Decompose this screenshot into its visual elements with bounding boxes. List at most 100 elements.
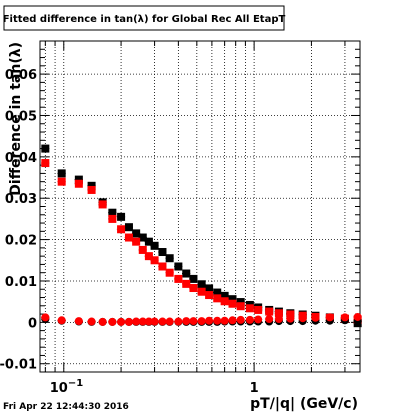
data-point-square: [228, 299, 237, 308]
data-point-circle: [213, 316, 222, 325]
y-axis-title: Difference in tan(λ): [8, 42, 24, 196]
data-point-square: [245, 304, 254, 313]
x-tick-label: 10−1: [50, 378, 83, 396]
chart-title: Fitted difference in tan(λ) for Global R…: [3, 14, 286, 25]
data-point-square: [189, 284, 198, 293]
y-tick-label: 0.02: [5, 234, 37, 249]
data-point-square: [117, 212, 126, 221]
data-point-square: [182, 279, 191, 288]
data-point-square: [138, 245, 147, 254]
data-point-square: [132, 229, 141, 238]
data-point-square: [165, 268, 174, 277]
data-point-square: [265, 307, 274, 316]
data-point-circle: [220, 316, 229, 325]
data-point-circle: [298, 314, 307, 323]
data-point-circle: [87, 317, 96, 326]
y-tick-label: 0.03: [5, 192, 37, 207]
data-point-square: [74, 175, 83, 184]
data-point-square: [108, 214, 117, 223]
data-point-circle: [41, 313, 50, 322]
data-point-circle: [144, 317, 153, 326]
y-tick-label: 0.04: [5, 151, 37, 166]
data-point-square: [158, 262, 167, 271]
data-point-square: [41, 159, 50, 168]
data-point-square: [150, 241, 159, 250]
data-point-circle: [228, 316, 237, 325]
data-point-square: [236, 298, 245, 307]
data-point-square: [124, 223, 133, 232]
data-point-square: [87, 185, 96, 194]
timestamp: Fri Apr 22 12:44:30 2016: [3, 402, 129, 412]
data-point-square: [220, 297, 229, 306]
data-point-circle: [138, 317, 147, 326]
data-point-circle: [265, 315, 274, 324]
data-point-square: [197, 280, 206, 289]
data-point-square: [274, 309, 283, 318]
data-point-square: [144, 237, 153, 246]
data-point-square: [197, 287, 206, 296]
data-point-circle: [165, 317, 174, 326]
x-tick-label-exponent: −1: [68, 378, 83, 389]
axes: -0.01 0 0.01 0.02 0.03 0.04 0.05 0.06 10−1 1: [0, 40, 360, 396]
data-point-circle: [158, 317, 167, 326]
title-box: [3, 5, 285, 31]
data-point-circle: [325, 313, 334, 322]
data-point-square: [189, 274, 198, 283]
data-point-square: [165, 254, 174, 263]
data-point-square: [144, 252, 153, 261]
data-point-circle: [274, 315, 283, 324]
data-point-square: [213, 294, 222, 303]
data-point-square: [41, 144, 50, 153]
data-point-circle: [205, 316, 214, 325]
data-point-circle: [254, 315, 263, 324]
data-point-square: [220, 291, 229, 300]
data-point-circle: [311, 313, 320, 322]
y-tick-label: -0.01: [0, 358, 37, 373]
data-point-circle: [353, 312, 362, 321]
data-point-square: [117, 225, 126, 234]
x-tick-label-base: 1: [250, 381, 259, 396]
data-point-square: [286, 310, 295, 319]
y-tick-label: 0: [28, 316, 37, 331]
data-point-circle: [340, 313, 349, 322]
data-point-square: [74, 179, 83, 188]
data-point-circle: [74, 317, 83, 326]
data-point-circle: [189, 317, 198, 326]
data-point-circle: [117, 317, 126, 326]
data-point-circle: [245, 315, 254, 324]
x-axis-title: pT/|q| (GeV/c): [250, 396, 358, 412]
data-point-square: [174, 274, 183, 283]
data-point-circle: [197, 317, 206, 326]
data-point-square: [205, 284, 214, 293]
data-point-square: [158, 248, 167, 257]
data-point-circle: [174, 317, 183, 326]
data-point-circle: [236, 315, 245, 324]
data-point-square: [57, 177, 66, 186]
data-point-circle: [182, 317, 191, 326]
data-point-circle: [124, 317, 133, 326]
data-point-square: [98, 200, 107, 209]
data-point-square: [182, 269, 191, 278]
data-point-square: [138, 233, 147, 242]
data-point-square: [174, 262, 183, 271]
data-point-circle: [132, 317, 141, 326]
x-tick-label-base: 10: [50, 381, 68, 396]
data-point-square: [228, 295, 237, 304]
data-point-square: [87, 181, 96, 190]
data-point-circle: [150, 317, 159, 326]
y-tick-label: 0.06: [5, 68, 37, 83]
data-point-circle: [108, 317, 117, 326]
data-point-square: [150, 256, 159, 265]
data-marks: [41, 144, 362, 328]
data-point-square: [236, 302, 245, 311]
data-point-square: [57, 169, 66, 178]
data-point-square: [213, 288, 222, 297]
data-point-circle: [286, 314, 295, 323]
data-point-square: [108, 208, 117, 217]
data-point-circle: [57, 316, 66, 325]
data-point-circle: [98, 317, 107, 326]
y-tick-label: 0.05: [5, 109, 37, 124]
